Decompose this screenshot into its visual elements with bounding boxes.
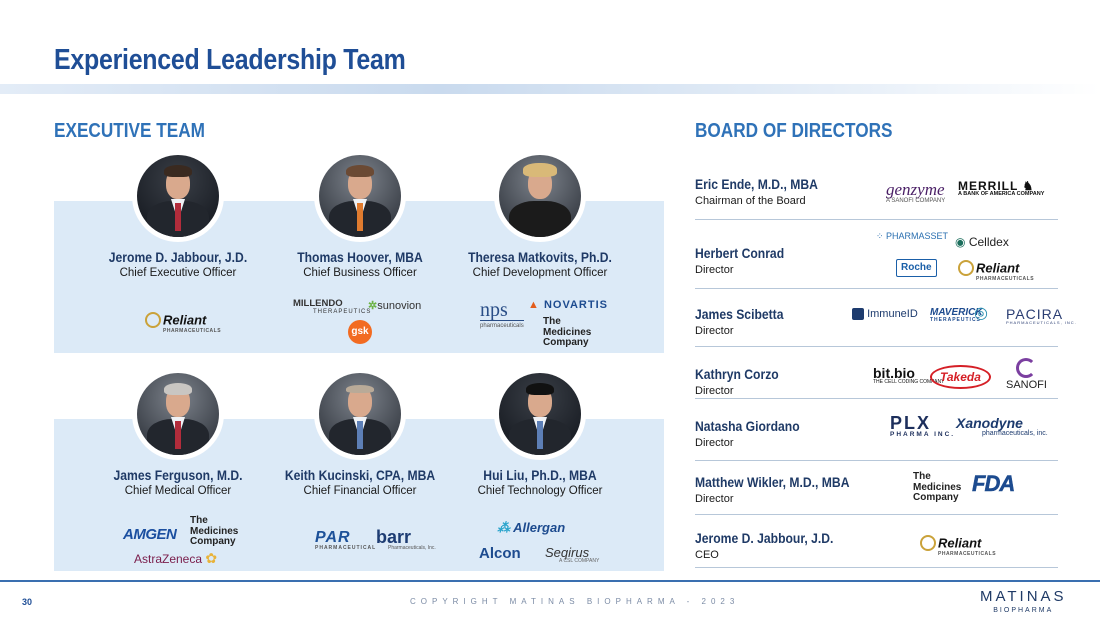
brand-subtitle: BIOPHARMA (993, 607, 1054, 614)
director-entry: Matthew Wikler, M.D., MBA Director (695, 475, 867, 505)
sanofi-logo: SANOFI (1006, 358, 1047, 391)
pacira-logo: PACIRA PHARMACEUTICALS, INC. (1006, 306, 1077, 325)
executive-photo (314, 368, 406, 460)
director-entry: Herbert Conrad Director (695, 246, 794, 276)
executive-card: James Ferguson, M.D. Chief Medical Offic… (83, 368, 273, 497)
director-name: Eric Ende, M.D., MBA (695, 177, 818, 192)
celldex-logo: ◉ Celldex (955, 235, 1009, 249)
page-number: 30 (22, 597, 33, 607)
seqirus-logo: Seqirus A CSL COMPANY (545, 545, 600, 564)
director-entry: Eric Ende, M.D., MBA Chairman of the Boa… (695, 177, 832, 207)
director-role: Chairman of the Board (695, 195, 806, 207)
executive-name: James Ferguson, M.D. (113, 468, 243, 483)
medicines-company-logo: The Medicines Company (190, 515, 239, 547)
director-name: Jerome D. Jabbour, J.D. (695, 531, 834, 546)
reliant-logo: Reliant PHARMACEUTICALS (145, 312, 221, 334)
medicines-company-logo: The Medicines Company (913, 471, 962, 503)
millendo-logo: MILLENDO THERAPEUTICS (293, 298, 372, 315)
director-name: Matthew Wikler, M.D., MBA (695, 475, 850, 490)
director-entry: Jerome D. Jabbour, J.D. CEO (695, 531, 849, 561)
plx-logo: PLX PHARMA INC. (890, 413, 956, 438)
executive-photo (314, 150, 406, 242)
director-name: Kathryn Corzo (695, 367, 779, 382)
executive-photo (132, 150, 224, 242)
director-role: Director (695, 325, 734, 337)
reliant-logo: Reliant PHARMACEUTICALS (958, 260, 1034, 282)
reliant-logo: Reliant PHARMACEUTICALS (920, 535, 996, 557)
executive-role: Chief Financial Officer (303, 485, 417, 497)
director-entry: James Scibetta Director (695, 307, 793, 337)
director-divider (695, 514, 1058, 515)
executive-team-heading: EXECUTIVE TEAM (54, 120, 205, 142)
director-divider (695, 346, 1058, 347)
director-divider (695, 398, 1058, 399)
board-of-directors-heading: BOARD OF DIRECTORS (695, 120, 893, 142)
director-divider (695, 567, 1058, 568)
executive-card: Keith Kucinski, CPA, MBA Chief Financial… (265, 368, 455, 497)
director-name: Herbert Conrad (695, 246, 785, 261)
director-divider (695, 219, 1058, 220)
executive-photo (494, 150, 586, 242)
merrill-logo: MERRILL ♞ A BANK OF AMERICA COMPANY (958, 179, 1045, 197)
director-entry: Natasha Giordano Director (695, 419, 811, 449)
allergan-logo: ⁂ Allergan (497, 520, 566, 535)
maverick-swirl-icon: ◎ (974, 305, 988, 322)
alcon-logo: Alcon (479, 545, 521, 562)
genzyme-logo: genzyme A SANOFI COMPANY (886, 180, 946, 204)
executive-name: Jerome D. Jabbour, J.D. (108, 250, 248, 265)
novartis-logo: ▲ NOVARTIS (528, 299, 608, 311)
director-role: Director (695, 264, 734, 276)
executive-role: Chief Technology Officer (477, 485, 603, 497)
executive-role: Chief Business Officer (303, 267, 417, 279)
director-name: Natasha Giordano (695, 419, 800, 434)
astrazeneca-logo: AstraZeneca ✿ (134, 550, 218, 566)
executive-card: Jerome D. Jabbour, J.D. Chief Executive … (83, 150, 273, 279)
executive-photo (494, 368, 586, 460)
executive-name: Thomas Hoover, MBA (297, 250, 423, 265)
gsk-logo: gsk (348, 320, 372, 344)
matinas-logo: MATINAS BIOPHARMA (980, 588, 1067, 614)
director-divider (695, 288, 1058, 289)
medicines-company-logo: The Medicines Company (543, 316, 592, 348)
director-role: Director (695, 493, 734, 505)
amgen-logo: AMGEN (123, 526, 177, 543)
director-role: Director (695, 385, 734, 397)
immuneid-logo: ImmuneID (852, 308, 918, 320)
director-role: Director (695, 437, 734, 449)
barr-logo: barr Pharmaceuticals, Inc. (376, 527, 436, 551)
executive-role: Chief Executive Officer (119, 267, 237, 279)
fda-logo: FDA (972, 471, 1016, 496)
xanodyne-logo: Xanodyne pharmaceuticals, inc. (956, 415, 1048, 437)
page-title: Experienced Leadership Team (54, 44, 406, 76)
executive-name: Keith Kucinski, CPA, MBA (284, 468, 436, 483)
executive-card: Theresa Matkovits, Ph.D. Chief Developme… (445, 150, 635, 279)
footer-divider (0, 580, 1100, 582)
copyright-text: COPYRIGHT MATINAS BIOPHARMA - 2023 (410, 597, 740, 606)
bitbio-logo: bit.bio THE CELL CODING COMPANY (873, 365, 945, 385)
pharmasset-logo: ⁘ PHARMASSET (876, 231, 949, 241)
director-name: James Scibetta (695, 307, 784, 322)
executive-name: Hui Liu, Ph.D., MBA (483, 468, 597, 483)
executive-name: Theresa Matkovits, Ph.D. (468, 250, 612, 265)
title-divider (0, 84, 1100, 94)
director-divider (695, 460, 1058, 461)
executive-role: Chief Development Officer (472, 267, 608, 279)
executive-role: Chief Medical Officer (124, 485, 232, 497)
takeda-logo: Takeda (930, 365, 991, 389)
executive-photo (132, 368, 224, 460)
director-role: CEO (695, 549, 719, 561)
executive-card: Thomas Hoover, MBA Chief Business Office… (265, 150, 455, 279)
nps-logo: nps pharmaceuticals (480, 299, 524, 329)
roche-logo: Roche (896, 259, 937, 277)
director-entry: Kathryn Corzo Director (695, 367, 788, 397)
sunovion-logo: ✲sunovion (368, 300, 422, 312)
executive-card: Hui Liu, Ph.D., MBA Chief Technology Off… (445, 368, 635, 497)
brand-name: MATINAS (980, 588, 1067, 605)
maverick-logo: MAVERICK THERAPEUTICS (930, 307, 983, 323)
par-logo: PAR PHARMACEUTICAL (315, 529, 377, 551)
